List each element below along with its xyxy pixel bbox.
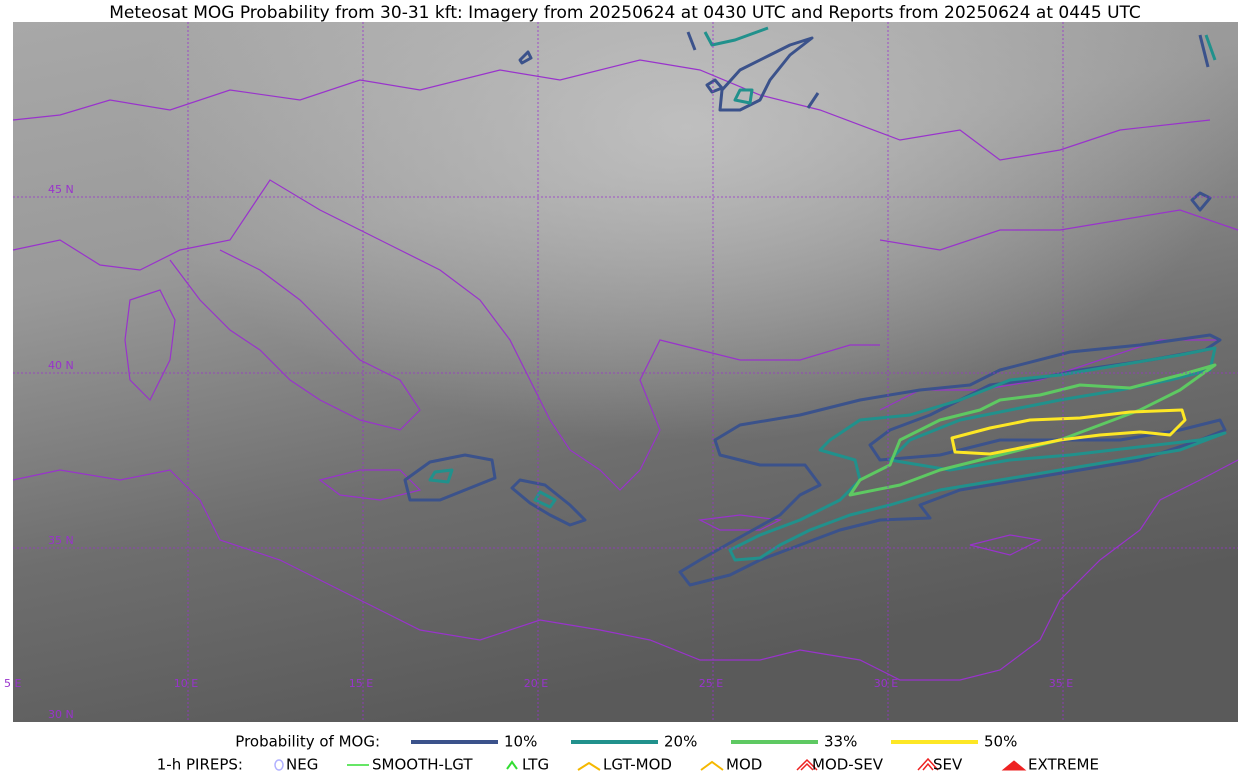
pirep-symbol: [1001, 760, 1027, 771]
longitude-label: 20 E: [524, 677, 548, 690]
pirep-symbol: [274, 759, 284, 771]
longitude-label: 25 E: [699, 677, 723, 690]
legend-entry: SMOOTH-LGT: [372, 756, 473, 774]
coastlines: [12, 59, 1239, 681]
legend-entry: LTG: [522, 756, 549, 774]
latitude-label: 40 N: [48, 359, 74, 372]
legend-entry: 10%: [504, 733, 537, 751]
image-highlight: [13, 22, 1238, 722]
legend-entry: 20%: [664, 733, 697, 751]
legend-entry: 33%: [824, 733, 857, 751]
legend-entry: SEV: [933, 756, 963, 774]
legend: Probability of MOG: 10% 20% 33% 50% 1-h PIREP…: [157, 733, 1099, 774]
legend-label: 1-h PIREPS:: [157, 756, 243, 774]
legend-label: Probability of MOG:: [235, 733, 380, 751]
mog-contours: [403, 26, 1227, 587]
latitude-label: 35 N: [48, 534, 74, 547]
pirep-symbol: [577, 761, 601, 771]
longitude-label: 5 E: [4, 677, 21, 690]
legend-entry: MOD-SEV: [812, 756, 884, 774]
pirep-symbol: [700, 760, 724, 771]
legend-entry: 50%: [984, 733, 1017, 751]
longitude-label: 10 E: [174, 677, 198, 690]
pirep-symbol: [506, 760, 518, 770]
legend-entry: NEG: [286, 756, 318, 774]
title: Meteosat MOG Probability from 30-31 kft:…: [109, 3, 1141, 23]
longitude-label: 35 E: [1049, 677, 1073, 690]
legend-entry: LGT-MOD: [603, 756, 672, 774]
graticule: 45 N 40 N 35 N 30 N 5 E 10 E 15 E 20 E 25 E 30 E 3…: [4, 22, 1238, 722]
longitude-label: 30 E: [874, 677, 898, 690]
latitude-label: 45 N: [48, 183, 74, 196]
map: 45 N 40 N 35 N 30 N 5 E 10 E 15 E 20 E 25 E 30 E 3…: [4, 22, 1239, 722]
pirep-symbol: [917, 757, 939, 771]
legend-entry: EXTREME: [1028, 756, 1099, 774]
legend-entry: MOD: [726, 756, 762, 774]
pirep-symbol: [796, 758, 818, 771]
latitude-label: 30 N: [48, 708, 74, 721]
longitude-label: 15 E: [349, 677, 373, 690]
